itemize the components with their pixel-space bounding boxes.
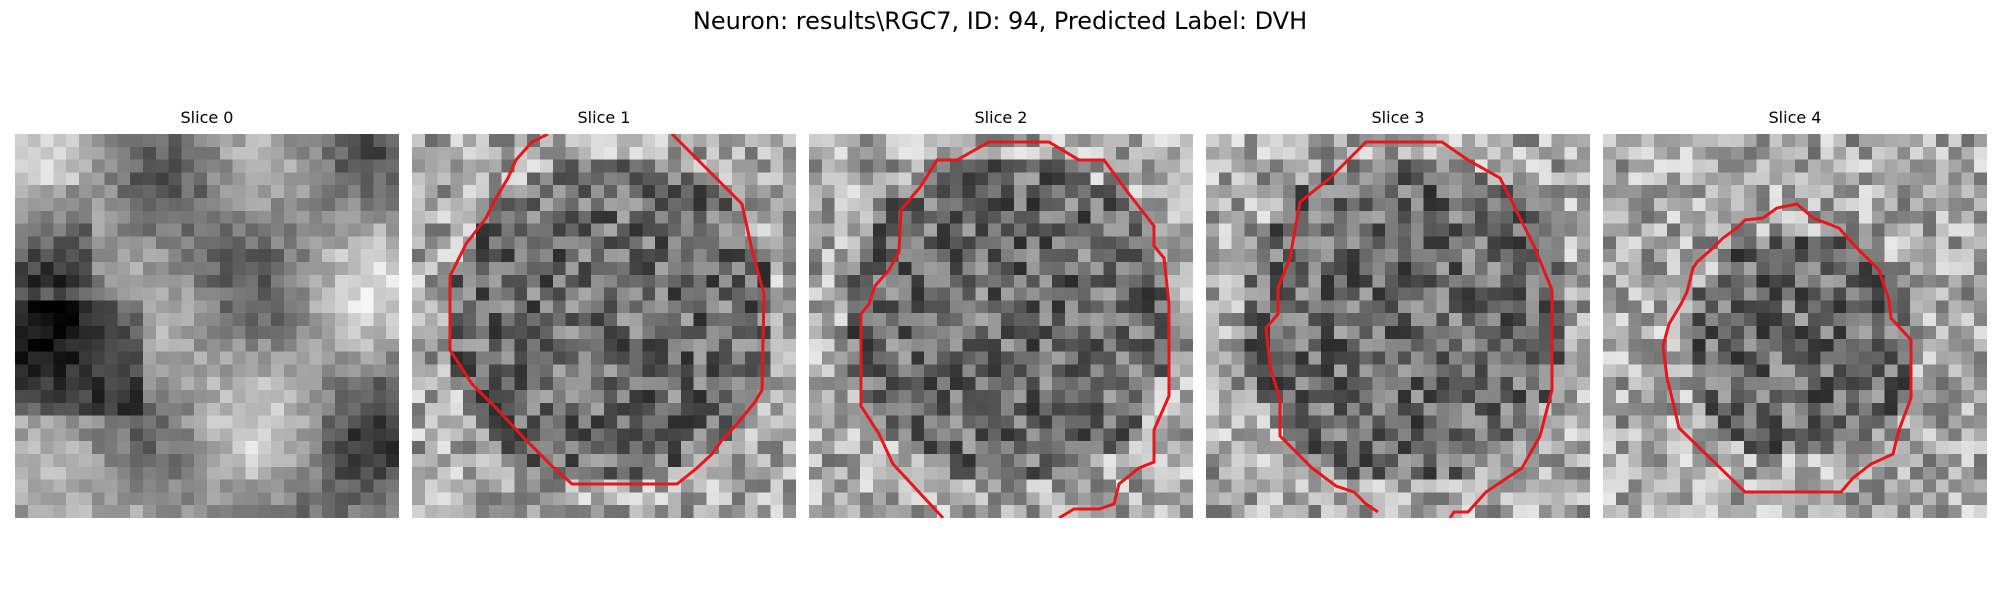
slice-title: Slice 4: [1603, 108, 1987, 128]
segmentation-contour: [1603, 134, 1987, 518]
figure-title: Neuron: results\RGC7, ID: 94, Predicted …: [0, 6, 2000, 36]
slice-title: Slice 1: [412, 108, 796, 128]
slice-title: Slice 0: [15, 108, 399, 128]
slice-image: [15, 134, 399, 518]
slice-title: Slice 2: [809, 108, 1193, 128]
slice-title: Slice 3: [1206, 108, 1590, 128]
segmentation-contour: [809, 134, 1193, 518]
segmentation-contour: [1206, 134, 1590, 518]
segmentation-contour: [412, 134, 796, 518]
